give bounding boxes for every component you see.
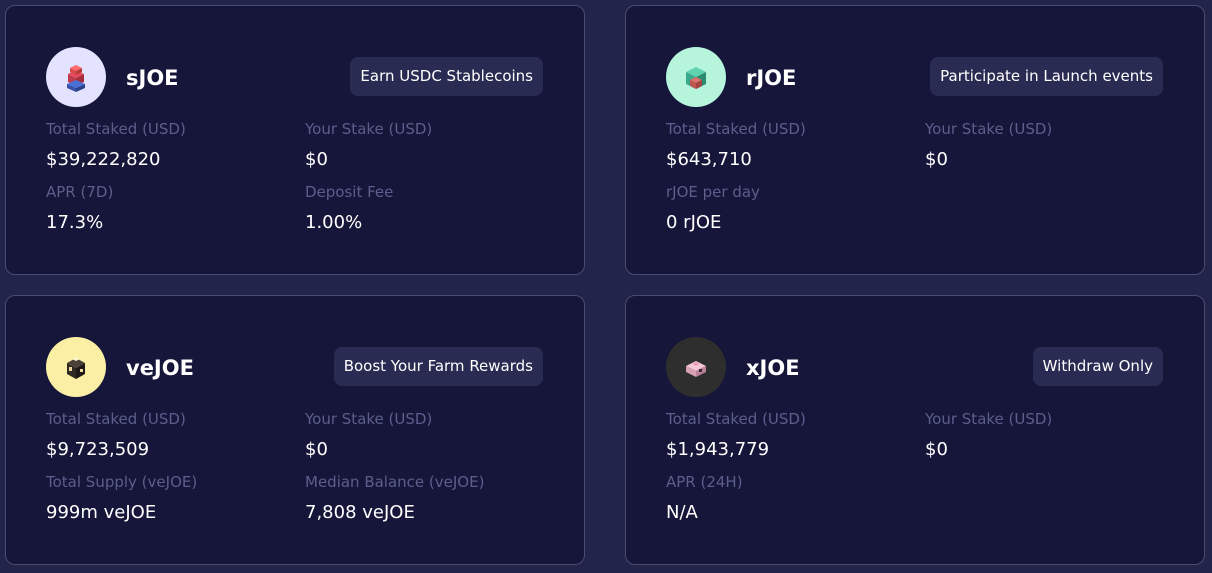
stat-value: $0: [305, 149, 328, 170]
xjoe-card[interactable]: xJOE Withdraw Only Total Staked (USD) $1…: [625, 295, 1205, 565]
stat-value: 999m veJOE: [46, 502, 157, 523]
rjoe-per-day: rJOE per day 0 rJOE: [666, 182, 916, 234]
vejoe-total-supply: Total Supply (veJOE) 999m veJOE: [46, 472, 296, 524]
rjoe-token-icon: [666, 47, 726, 107]
stat-value: $0: [305, 439, 328, 460]
rjoe-total-staked: Total Staked (USD) $643,710: [666, 119, 916, 171]
stat-label: APR (24H): [666, 473, 743, 491]
stat-label: Your Stake (USD): [925, 120, 1053, 138]
rjoe-badge-button[interactable]: Participate in Launch events: [930, 57, 1163, 96]
stat-value: N/A: [666, 502, 698, 523]
vejoe-title: veJOE: [126, 356, 194, 380]
vejoe-card[interactable]: veJOE Boost Your Farm Rewards Total Stak…: [5, 295, 585, 565]
stat-value: $9,723,509: [46, 439, 150, 460]
stat-value: 0 rJOE: [666, 212, 722, 233]
stat-label: Your Stake (USD): [305, 410, 433, 428]
stat-value: $1,943,779: [666, 439, 770, 460]
vejoe-your-stake: Your Stake (USD) $0: [305, 409, 555, 461]
sjoe-apr: APR (7D) 17.3%: [46, 182, 296, 234]
sjoe-deposit-fee: Deposit Fee 1.00%: [305, 182, 555, 234]
sjoe-total-staked: Total Staked (USD) $39,222,820: [46, 119, 296, 171]
stat-label: Total Staked (USD): [46, 410, 186, 428]
xjoe-your-stake: Your Stake (USD) $0: [925, 409, 1175, 461]
stat-label: rJOE per day: [666, 183, 760, 201]
xjoe-badge-button[interactable]: Withdraw Only: [1032, 347, 1163, 386]
stat-label: Your Stake (USD): [305, 120, 433, 138]
stat-label: Total Staked (USD): [46, 120, 186, 138]
stat-label: APR (7D): [46, 183, 114, 201]
xjoe-token-icon: [666, 337, 726, 397]
vejoe-total-staked: Total Staked (USD) $9,723,509: [46, 409, 296, 461]
xjoe-apr: APR (24H) N/A: [666, 472, 916, 524]
sjoe-token-icon: [46, 47, 106, 107]
sjoe-title: sJOE: [126, 66, 179, 90]
stat-value: $39,222,820: [46, 149, 161, 170]
sjoe-badge-button[interactable]: Earn USDC Stablecoins: [350, 57, 543, 96]
stat-value: $0: [925, 149, 948, 170]
stat-label: Total Staked (USD): [666, 410, 806, 428]
stat-label: Median Balance (veJOE): [305, 473, 485, 491]
stat-value: 1.00%: [305, 212, 363, 233]
xjoe-title: xJOE: [746, 356, 800, 380]
stat-label: Total Staked (USD): [666, 120, 806, 138]
stat-label: Your Stake (USD): [925, 410, 1053, 428]
rjoe-title: rJOE: [746, 66, 797, 90]
rjoe-your-stake: Your Stake (USD) $0: [925, 119, 1175, 171]
vejoe-token-icon: [46, 337, 106, 397]
sjoe-your-stake: Your Stake (USD) $0: [305, 119, 555, 171]
stat-value: $643,710: [666, 149, 752, 170]
sjoe-card[interactable]: sJOE Earn USDC Stablecoins Total Staked …: [5, 5, 585, 275]
xjoe-total-staked: Total Staked (USD) $1,943,779: [666, 409, 916, 461]
rjoe-card[interactable]: rJOE Participate in Launch events Total …: [625, 5, 1205, 275]
stat-value: 17.3%: [46, 212, 104, 233]
stat-label: Total Supply (veJOE): [46, 473, 198, 491]
vejoe-median-balance: Median Balance (veJOE) 7,808 veJOE: [305, 472, 555, 524]
vejoe-badge-button[interactable]: Boost Your Farm Rewards: [333, 347, 543, 386]
stat-value: 7,808 veJOE: [305, 502, 415, 523]
stat-value: $0: [925, 439, 948, 460]
stat-label: Deposit Fee: [305, 183, 394, 201]
